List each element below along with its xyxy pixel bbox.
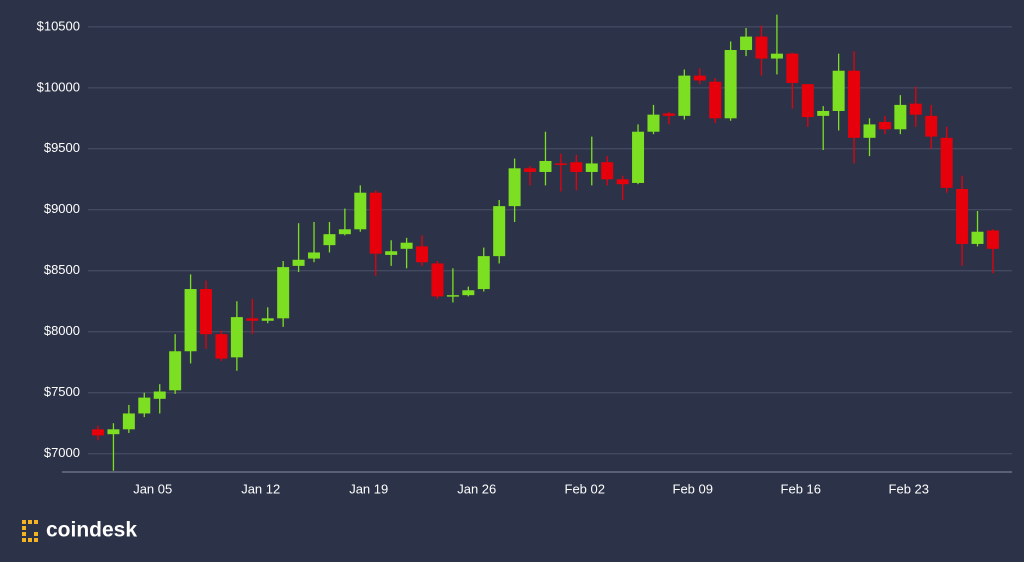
- candle-body: [894, 104, 907, 130]
- candle-body: [554, 163, 567, 165]
- candle-body: [508, 168, 521, 207]
- candle-body: [601, 162, 614, 180]
- candle-body: [801, 84, 814, 118]
- candle-body: [323, 234, 336, 246]
- y-tick-label: $10000: [37, 79, 80, 94]
- logo-text: coindesk: [46, 519, 137, 542]
- candle-body: [956, 189, 969, 244]
- candle-body: [416, 246, 429, 263]
- y-tick-label: $8000: [44, 323, 80, 338]
- candle-body: [755, 36, 768, 59]
- candle-body: [909, 103, 922, 115]
- candle-body: [848, 70, 861, 138]
- candle-body: [832, 70, 845, 111]
- candle-body: [462, 290, 475, 296]
- candle-body: [878, 121, 891, 130]
- candle-body: [786, 53, 799, 83]
- candle-body: [616, 179, 629, 185]
- y-tick-label: $10500: [37, 18, 80, 33]
- candle-body: [632, 131, 645, 183]
- candle-body: [986, 230, 999, 249]
- candle-body: [477, 256, 490, 290]
- candle-body: [122, 413, 135, 430]
- x-tick-label: Jan 19: [349, 481, 388, 496]
- candle-body: [647, 114, 660, 132]
- x-tick-label: Feb 16: [781, 481, 821, 496]
- candle-body: [678, 75, 691, 116]
- candle-body: [740, 36, 753, 51]
- candle-body: [261, 318, 274, 321]
- candle-body: [169, 351, 182, 391]
- candle-body: [184, 289, 197, 352]
- logo-icon: [22, 520, 38, 542]
- candle-body: [246, 318, 259, 321]
- candle-body: [693, 75, 706, 81]
- candle-body: [369, 192, 382, 254]
- candle-body: [277, 267, 290, 319]
- candle-body: [338, 229, 351, 235]
- candle-body: [863, 124, 876, 138]
- candle-body: [524, 168, 537, 172]
- candle-body: [585, 163, 598, 172]
- candle-body: [940, 137, 953, 188]
- x-tick-label: Jan 26: [457, 481, 496, 496]
- candle-body: [292, 259, 305, 266]
- candle-body: [200, 289, 213, 335]
- x-tick-label: Jan 05: [133, 481, 172, 496]
- x-tick-label: Feb 09: [673, 481, 713, 496]
- candle-body: [770, 53, 783, 59]
- candle-body: [570, 162, 583, 172]
- candle-body: [446, 295, 459, 297]
- x-tick-label: Feb 02: [565, 481, 605, 496]
- y-tick-label: $7000: [44, 445, 80, 460]
- y-tick-label: $9500: [44, 140, 80, 155]
- candle-body: [230, 317, 243, 358]
- candle-body: [925, 115, 938, 137]
- candle-body: [153, 391, 166, 399]
- candle-body: [400, 242, 413, 249]
- y-tick-label: $8500: [44, 262, 80, 277]
- candle-body: [539, 160, 552, 172]
- candle-body: [724, 50, 737, 119]
- candle-body: [354, 192, 367, 230]
- candle-body: [107, 429, 120, 435]
- candle-body: [308, 252, 321, 259]
- y-tick-label: $9000: [44, 201, 80, 216]
- candle-body: [138, 397, 151, 414]
- x-tick-label: Feb 23: [889, 481, 929, 496]
- candle-body: [709, 81, 722, 119]
- candle-body: [92, 429, 104, 436]
- x-tick-label: Jan 12: [241, 481, 280, 496]
- candle-body: [493, 206, 506, 257]
- candle-body: [215, 334, 228, 359]
- candle-body: [817, 110, 830, 116]
- candle-body: [385, 251, 398, 255]
- y-tick-label: $7500: [44, 384, 80, 399]
- candle-body: [971, 231, 984, 244]
- candle-body: [431, 263, 444, 297]
- candle-body: [662, 113, 675, 116]
